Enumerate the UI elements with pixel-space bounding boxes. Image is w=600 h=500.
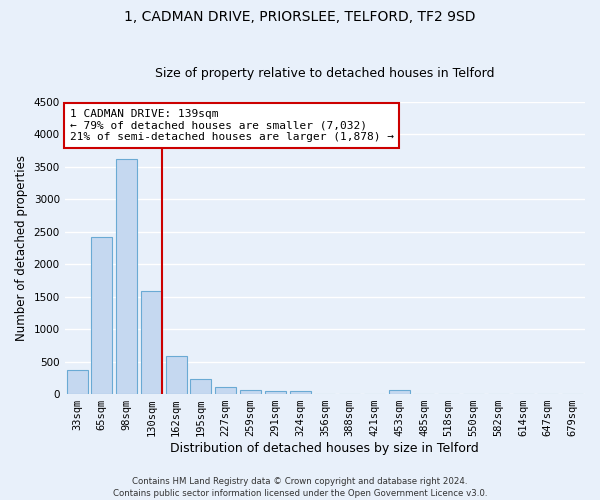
- Bar: [91, 238, 112, 394]
- Text: Contains HM Land Registry data © Crown copyright and database right 2024.
Contai: Contains HM Land Registry data © Crown c…: [113, 476, 487, 498]
- Title: Size of property relative to detached houses in Telford: Size of property relative to detached ho…: [155, 66, 494, 80]
- Bar: [116, 158, 137, 394]
- Bar: [265, 390, 286, 394]
- Bar: [141, 292, 162, 394]
- Bar: [190, 379, 211, 394]
- Bar: [290, 392, 311, 394]
- Bar: [166, 356, 187, 394]
- Bar: [215, 387, 236, 394]
- Text: 1, CADMAN DRIVE, PRIORSLEE, TELFORD, TF2 9SD: 1, CADMAN DRIVE, PRIORSLEE, TELFORD, TF2…: [124, 10, 476, 24]
- Text: 1 CADMAN DRIVE: 139sqm
← 79% of detached houses are smaller (7,032)
21% of semi-: 1 CADMAN DRIVE: 139sqm ← 79% of detached…: [70, 109, 394, 142]
- Bar: [67, 370, 88, 394]
- Y-axis label: Number of detached properties: Number of detached properties: [15, 155, 28, 341]
- Bar: [240, 390, 261, 394]
- X-axis label: Distribution of detached houses by size in Telford: Distribution of detached houses by size …: [170, 442, 479, 455]
- Bar: [389, 390, 410, 394]
